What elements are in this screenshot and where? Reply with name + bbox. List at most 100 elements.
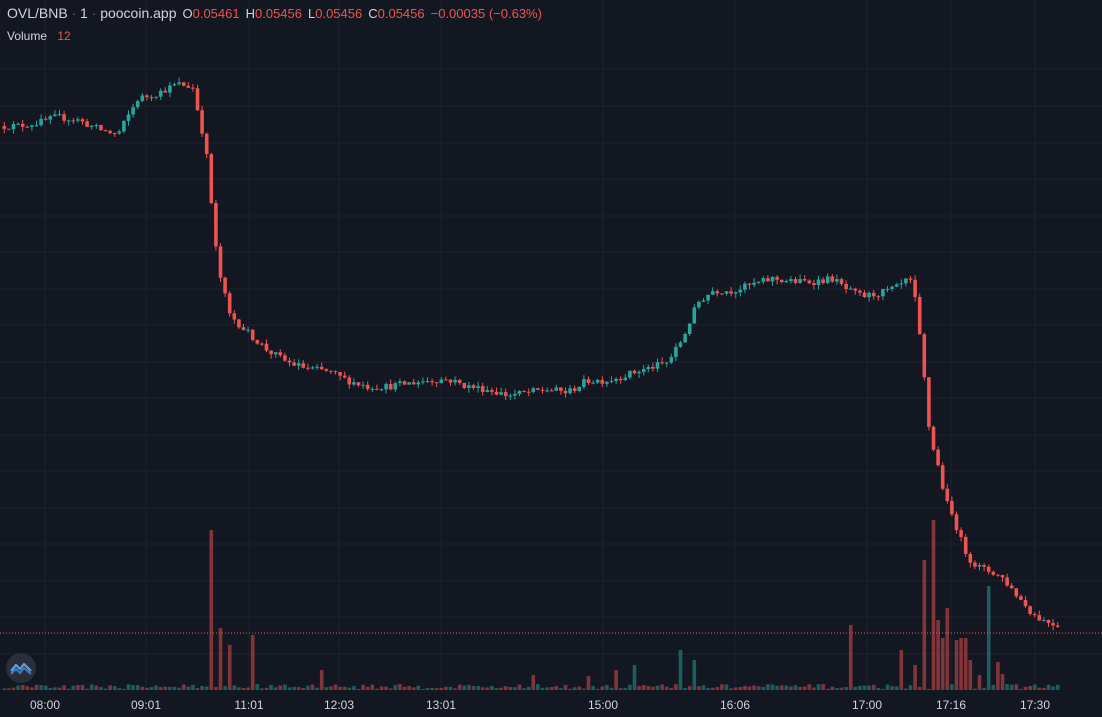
candle-body — [48, 116, 53, 120]
volume-bar — [996, 662, 1000, 690]
volume-bar — [595, 688, 600, 690]
volume-bar — [848, 625, 853, 690]
x-tick-label: 11:01 — [234, 698, 264, 712]
candle-body — [618, 378, 623, 381]
candle-body — [453, 379, 457, 383]
candle-body — [798, 279, 802, 283]
candle-body — [1046, 619, 1051, 624]
volume-bar — [770, 684, 775, 690]
volume-bar — [398, 684, 402, 690]
candle-body — [85, 121, 89, 127]
candle-body — [324, 369, 329, 371]
x-tick-label: 16:06 — [719, 698, 751, 712]
volume-bar — [1005, 684, 1009, 690]
candle-body — [770, 276, 775, 282]
volume-bar — [232, 685, 237, 690]
candle-body — [421, 381, 425, 383]
volume-bar — [968, 660, 973, 690]
volume-bar — [812, 687, 816, 690]
candle-body — [53, 114, 57, 117]
candle-body — [784, 281, 789, 283]
candle-body — [168, 85, 172, 93]
volume-bar — [559, 688, 563, 690]
volume-bar — [494, 688, 499, 690]
high-value: 0.05456 — [255, 6, 302, 21]
volume-bar — [743, 685, 747, 690]
candle-body — [789, 279, 793, 282]
volume-bar — [678, 650, 683, 690]
candle-body — [480, 386, 485, 393]
poocoin-logo-icon[interactable] — [6, 653, 36, 683]
candle-body — [296, 363, 301, 366]
volume-bar — [674, 684, 678, 690]
candle-body — [1051, 623, 1055, 626]
candle-body — [158, 90, 163, 97]
candle-body — [177, 82, 181, 85]
volume-bar — [76, 684, 80, 690]
volume-bar — [112, 686, 117, 690]
volume-bar — [246, 687, 250, 690]
candle-body — [554, 387, 559, 391]
volume-bar — [710, 687, 715, 690]
candle-body — [1037, 615, 1042, 621]
candle-body — [416, 382, 421, 385]
volume-bar — [568, 688, 572, 690]
candle-body — [623, 377, 628, 381]
volume-bar — [531, 675, 536, 690]
candle-body — [145, 95, 149, 98]
candle-body — [342, 375, 347, 378]
volume-bar — [775, 685, 779, 690]
candle-body — [835, 279, 839, 282]
candle-body — [499, 392, 503, 395]
candle-body — [223, 277, 227, 294]
candle-body — [522, 390, 526, 392]
volume-bar — [986, 586, 991, 690]
volume-bar — [655, 685, 660, 690]
candle-body — [936, 449, 940, 466]
open-value: 0.05461 — [192, 6, 240, 21]
candle-body — [112, 133, 117, 135]
volume-bar — [158, 687, 163, 690]
candle-body — [103, 130, 108, 132]
volume-bar — [223, 686, 227, 690]
candle-body — [876, 296, 881, 298]
candle-body — [871, 292, 876, 297]
candle-body — [779, 279, 784, 283]
candle-body — [356, 382, 361, 386]
candle-body — [1009, 585, 1014, 589]
candle-body — [908, 278, 913, 280]
candle-body — [1055, 625, 1060, 627]
volume-bar — [310, 684, 315, 690]
volume-bar — [145, 687, 149, 690]
volume-bar — [950, 684, 954, 690]
candle-body — [181, 82, 186, 86]
candle-body — [595, 379, 600, 383]
candle-body — [982, 565, 986, 567]
candle-body — [16, 123, 20, 125]
volume-bar — [214, 686, 218, 690]
volume-bar — [1023, 686, 1028, 690]
volume-value: 12 — [57, 29, 71, 43]
candle-body — [388, 383, 393, 390]
volume-bar — [508, 687, 513, 690]
candle-body — [651, 366, 655, 369]
volume-bar — [421, 688, 425, 690]
volume-bar — [651, 686, 655, 690]
candle-body — [637, 372, 641, 374]
candle-body — [549, 390, 554, 392]
volume-bar — [600, 686, 605, 690]
volume-bar — [632, 665, 637, 690]
candle-body — [232, 313, 237, 320]
candle-body — [844, 283, 848, 290]
candle-body — [439, 379, 444, 384]
volume-bar — [499, 687, 503, 690]
candle-body — [940, 465, 945, 489]
volume-bar — [186, 686, 191, 690]
volume-bar — [789, 686, 793, 690]
close-label: C — [368, 6, 378, 21]
candle-body — [816, 279, 821, 286]
candle-body — [71, 120, 76, 122]
candle-body — [899, 283, 904, 285]
volume-bar — [237, 687, 241, 690]
